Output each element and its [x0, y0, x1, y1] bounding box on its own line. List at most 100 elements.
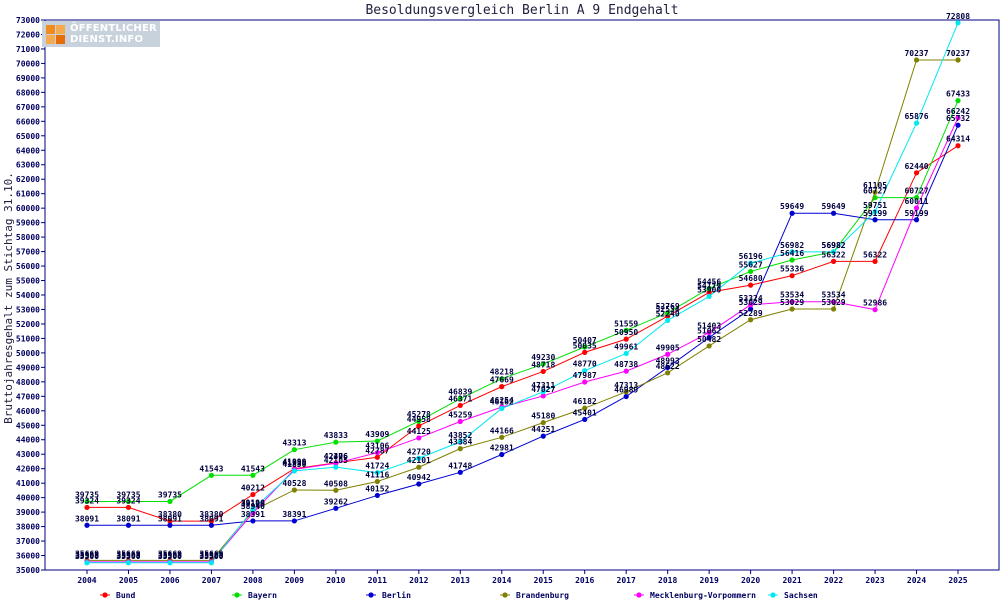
data-label-bund: 38380 — [199, 510, 223, 519]
data-label-bayern: 67433 — [946, 90, 970, 99]
data-label-sachsen: 46162 — [490, 397, 514, 406]
data-label-bayern: 60727 — [904, 187, 928, 196]
legend-marker — [368, 592, 374, 598]
x-tick-label: 2024 — [907, 576, 926, 585]
data-point-sachsen — [167, 560, 173, 566]
data-label-sachsen: 35500 — [75, 552, 99, 561]
data-point-mecklenburg-vorpommern — [457, 418, 463, 425]
data-label-bund: 62440 — [904, 162, 928, 171]
y-tick-label: 48000 — [16, 378, 40, 387]
data-point-mecklenburg-vorpommern — [333, 460, 339, 466]
data-point-mecklenburg-vorpommern — [706, 329, 712, 336]
x-tick-label: 2022 — [824, 576, 843, 585]
x-tick-label: 2008 — [243, 576, 262, 585]
data-label-brandenburg: 70237 — [904, 49, 928, 58]
data-label-mecklenburg-vorpommern: 66242 — [946, 107, 970, 116]
data-label-mecklenburg-vorpommern: 43106 — [365, 442, 389, 451]
legend-label: Sachsen — [784, 591, 818, 600]
data-label-bund: 41999 — [282, 458, 306, 467]
y-tick-label: 69000 — [16, 74, 40, 83]
data-label-bund: 50035 — [573, 341, 597, 350]
data-point-bund — [374, 454, 380, 460]
data-label-brandenburg: 41116 — [365, 470, 389, 479]
y-tick-label: 45000 — [16, 421, 40, 430]
data-label-bayern: 43909 — [365, 430, 389, 439]
data-label-brandenburg: 40528 — [282, 479, 306, 488]
data-point-mecklenburg-vorpommern — [540, 393, 546, 399]
data-point-brandenburg — [582, 405, 588, 411]
y-tick-label: 50000 — [16, 349, 40, 358]
y-tick-label: 56000 — [16, 262, 40, 271]
data-label-bund: 54680 — [739, 274, 763, 283]
y-tick-label: 44000 — [16, 436, 40, 445]
legend-item-sachsen: Sachsen — [768, 591, 818, 600]
legend-label: Brandenburg — [516, 591, 569, 600]
data-point-brandenburg — [291, 487, 297, 493]
data-label-mecklenburg-vorpommern: 53534 — [822, 291, 846, 300]
series-bund — [84, 143, 961, 524]
data-point-sachsen — [499, 405, 505, 412]
data-label-berlin: 65732 — [946, 114, 970, 123]
data-label-brandenburg: 50482 — [697, 335, 721, 344]
y-tick-label: 39000 — [16, 508, 40, 517]
data-point-sachsen — [830, 249, 837, 255]
data-point-brandenburg — [540, 420, 546, 426]
data-point-sachsen — [748, 260, 754, 266]
legend-item-bayern: Bayern — [232, 591, 277, 600]
data-label-sachsen: 49961 — [614, 342, 638, 351]
data-label-bayern: 46839 — [448, 388, 472, 397]
data-label-sachsen: 35500 — [158, 552, 182, 561]
data-point-mecklenburg-vorpommern — [789, 299, 795, 305]
legend-marker — [770, 592, 776, 598]
data-label-bayern: 45278 — [407, 410, 431, 419]
x-tick-label: 2011 — [368, 576, 387, 585]
data-point-mecklenburg-vorpommern — [830, 299, 837, 305]
legend-label: Berlin — [382, 590, 411, 600]
y-tick-label: 37000 — [16, 537, 40, 546]
data-label-sachsen: 39190 — [241, 498, 265, 507]
data-point-bund — [913, 170, 920, 176]
data-label-bayern: 51559 — [614, 319, 638, 328]
data-label-berlin: 39262 — [324, 497, 348, 506]
x-tick-label: 2010 — [326, 576, 345, 585]
legend-item-brandenburg: Brandenburg — [500, 591, 569, 600]
data-point-bund — [125, 504, 132, 511]
data-point-bayern — [416, 418, 422, 424]
data-label-bayern: 41543 — [199, 464, 223, 473]
data-label-brandenburg: 35669 — [158, 549, 182, 558]
y-tick-label: 70000 — [16, 59, 40, 68]
y-tick-label: 49000 — [16, 363, 40, 372]
legend-label: Bayern — [248, 591, 277, 600]
data-point-bayern — [665, 310, 671, 316]
data-label-brandenburg: 35669 — [199, 549, 223, 558]
y-tick-label: 72000 — [16, 30, 40, 39]
data-point-mecklenburg-vorpommern — [748, 302, 754, 308]
data-label-mecklenburg-vorpommern: 53534 — [780, 291, 804, 300]
data-point-bayern — [540, 361, 546, 367]
legend: Bund Bayern Berlin Brandenburg Mecklenburg-V… — [100, 590, 818, 600]
data-point-sachsen — [955, 20, 961, 26]
data-label-berlin: 51062 — [697, 327, 721, 336]
data-label-mecklenburg-vorpommern: 51403 — [697, 322, 721, 331]
data-label-sachsen: 56982 — [780, 241, 804, 250]
data-label-bund: 64314 — [946, 135, 970, 144]
data-label-berlin: 48993 — [656, 356, 680, 365]
data-point-bund — [540, 368, 546, 375]
data-labels: 39324 39324 38380 38380 40212 41999 42406 42787… — [75, 12, 970, 561]
x-tick-label: 2009 — [285, 576, 304, 585]
data-label-brandenburg: 52289 — [739, 309, 763, 318]
series-berlin — [84, 122, 961, 528]
data-point-sachsen — [416, 455, 422, 461]
data-label-bund: 52534 — [656, 305, 680, 314]
data-point-mecklenburg-vorpommern — [665, 351, 671, 357]
data-point-sachsen — [872, 209, 878, 215]
data-point-sachsen — [623, 350, 629, 357]
data-point-brandenburg — [333, 487, 339, 493]
x-tick-label: 2021 — [782, 576, 801, 585]
data-point-berlin — [706, 334, 712, 341]
data-label-bayern: 43833 — [324, 431, 348, 440]
data-label-berlin: 38391 — [241, 510, 265, 519]
data-label-sachsen: 41724 — [365, 462, 389, 471]
data-label-bayern: 52769 — [656, 302, 680, 311]
data-label-bayern: 39735 — [75, 490, 99, 499]
